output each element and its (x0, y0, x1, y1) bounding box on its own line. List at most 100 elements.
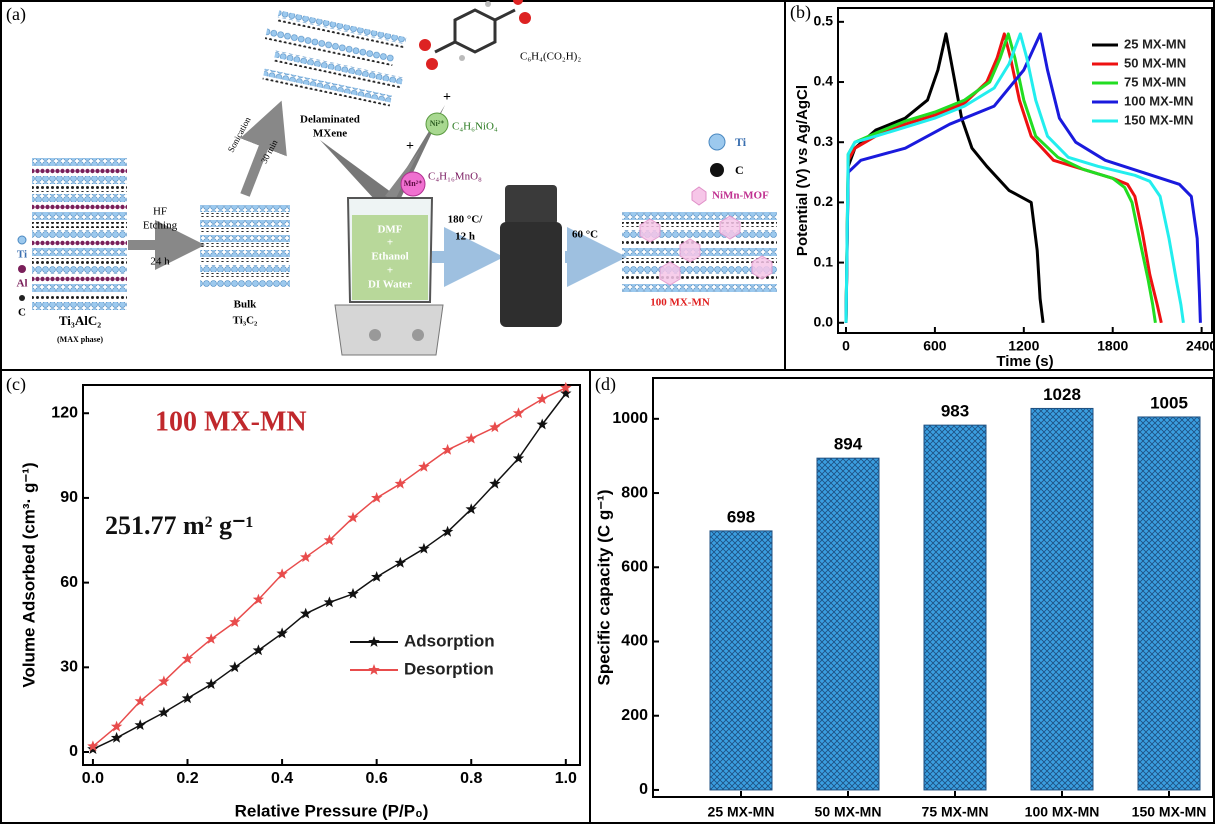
legend-dot (710, 163, 724, 177)
formula: C₄H₁₆MnO₈ (428, 171, 482, 183)
max-name: Ti₃AlC₂ (59, 313, 101, 328)
marker (512, 407, 525, 419)
y-tick-label: 0.4 (814, 73, 834, 89)
arrow (320, 140, 395, 200)
legend-dot (17, 235, 27, 245)
y-tick-label: 800 (621, 484, 648, 501)
step-text: 24 h (150, 256, 170, 268)
legend-marker (368, 664, 380, 675)
solvent-text: + (387, 237, 393, 249)
series-line (92, 393, 567, 750)
legend-dot (708, 133, 726, 151)
legend-label: 75 MX-MN (1124, 74, 1186, 89)
ion (400, 171, 426, 197)
step-text: 12 h (455, 231, 475, 243)
series-line (844, 32, 1185, 324)
x-tick-label: 600 (923, 338, 947, 354)
arrow (385, 150, 420, 200)
y-tick-label: 200 (621, 707, 648, 724)
marker (560, 381, 572, 393)
y-tick-label: 400 (621, 633, 648, 650)
x-tick-label: 0.6 (366, 770, 388, 787)
x-tick-label: 0.2 (176, 770, 198, 787)
value-label: 698 (727, 507, 755, 526)
marker (110, 731, 123, 743)
y-axis-label: Specific capacity (C g⁻¹) (594, 489, 613, 685)
marker (158, 706, 170, 718)
x-tick-label: 75 MX-MN (922, 804, 989, 820)
legend-text: Ti (735, 135, 747, 149)
y-tick-label: 0.5 (814, 13, 834, 29)
solvent-text: DI Water (368, 279, 412, 291)
marker (489, 421, 501, 433)
legend-label: 50 MX-MN (1124, 55, 1186, 70)
y-tick-label: 0.1 (814, 253, 834, 269)
knob (412, 329, 424, 341)
plus: + (443, 90, 451, 105)
marker (418, 460, 430, 472)
y-tick-label: 0 (639, 781, 648, 798)
x-tick-label: 150 MX-MN (1132, 804, 1207, 820)
bulk-stack (200, 205, 290, 287)
marker (371, 571, 383, 582)
max-stack (32, 158, 127, 310)
x-axis-label: Time (s) (996, 353, 1053, 370)
marker (347, 587, 359, 599)
knob (369, 329, 381, 341)
step-text: 180 °C/ (448, 214, 484, 226)
marker (394, 477, 406, 489)
bar (1030, 407, 1094, 791)
plot-frame (652, 377, 1214, 798)
y-tick-label: 0 (69, 743, 78, 760)
panel-label: (b) (790, 2, 811, 23)
bar (709, 530, 773, 791)
marker (134, 719, 146, 730)
arrow (240, 100, 287, 197)
legend-text: C (735, 163, 744, 177)
legend-label: Desorption (404, 659, 494, 678)
marker (465, 503, 477, 515)
x-tick-label: 0 (842, 338, 850, 354)
marker (441, 443, 454, 455)
panel-label: (c) (6, 374, 26, 395)
marker (276, 627, 288, 639)
solution (352, 215, 428, 300)
bulk-text: Ti₃C₂ (233, 315, 258, 327)
solvent-text: Ethanol (371, 251, 408, 263)
schematic: (a) Ti Al C Ti₃AlC₂ (MAX phase) HF Etchi… (6, 0, 777, 356)
y-tick-label: 600 (621, 558, 648, 575)
bar (923, 424, 987, 791)
marker (205, 678, 217, 690)
x-axis-label: Relative Pressure (P/P₀) (235, 801, 429, 820)
ion-label: Ni²⁺ (430, 119, 445, 128)
marker (229, 661, 241, 673)
marker (489, 477, 501, 489)
autoclave-cap (505, 185, 557, 225)
formula: C₄H₆NiO₄ (452, 121, 498, 133)
x-tick-label: 100 MX-MN (1025, 804, 1100, 820)
bulk-text: Bulk (234, 299, 258, 311)
marker (252, 644, 265, 656)
legend-text: NiMn-MOF (712, 190, 769, 202)
y-tick-label: 0.2 (814, 193, 834, 209)
y-tick-label: 30 (60, 659, 78, 676)
y-axis-label: Potential (V) vs Ag/AgCl (794, 85, 811, 256)
marker (158, 675, 170, 687)
step-text: 60 °C (572, 229, 598, 241)
series-line (92, 387, 567, 747)
marker (441, 525, 454, 537)
y-tick-label: 60 (60, 574, 78, 591)
marker (347, 511, 359, 523)
product-text: 100 MX-MN (650, 297, 710, 309)
legend-dot (18, 265, 26, 273)
marker (418, 542, 430, 554)
y-tick-label: 120 (51, 404, 78, 421)
legend-label: 25 MX-MN (1124, 36, 1186, 51)
x-tick-label: 25 MX-MN (708, 804, 775, 820)
marker (229, 616, 241, 627)
ion-label: Mn²⁺ (404, 179, 423, 188)
marker (252, 593, 265, 605)
value-label: 894 (834, 435, 863, 454)
